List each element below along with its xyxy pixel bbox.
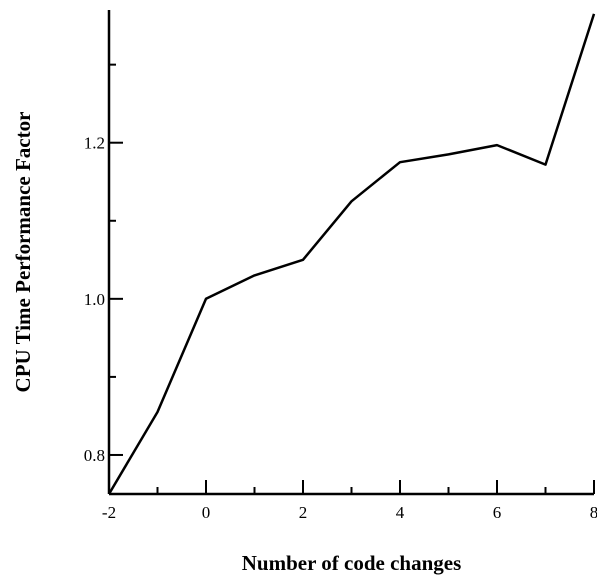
x-axis-title: Number of code changes <box>242 551 462 575</box>
y-axis-title: CPU Time Performance Factor <box>11 112 35 393</box>
x-tick-label: 2 <box>299 503 308 522</box>
y-tick-label: 1.2 <box>84 134 105 153</box>
y-tick-label: 1.0 <box>84 290 105 309</box>
x-tick-label: 4 <box>396 503 405 522</box>
x-tick-label: 0 <box>202 503 211 522</box>
y-axis-ticks: 0.8 1.0 1.2 <box>84 65 123 465</box>
y-tick-label: 0.8 <box>84 446 105 465</box>
series-line <box>109 14 594 494</box>
x-tick-label: 8 <box>590 503 597 522</box>
x-tick-label: -2 <box>102 503 116 522</box>
x-axis-ticks: -2 0 2 4 6 8 <box>102 480 597 522</box>
series-group <box>109 14 594 494</box>
x-tick-label: 6 <box>493 503 502 522</box>
plot-area: -2 0 2 4 6 8 0.8 1.0 1.2 <box>84 10 597 522</box>
